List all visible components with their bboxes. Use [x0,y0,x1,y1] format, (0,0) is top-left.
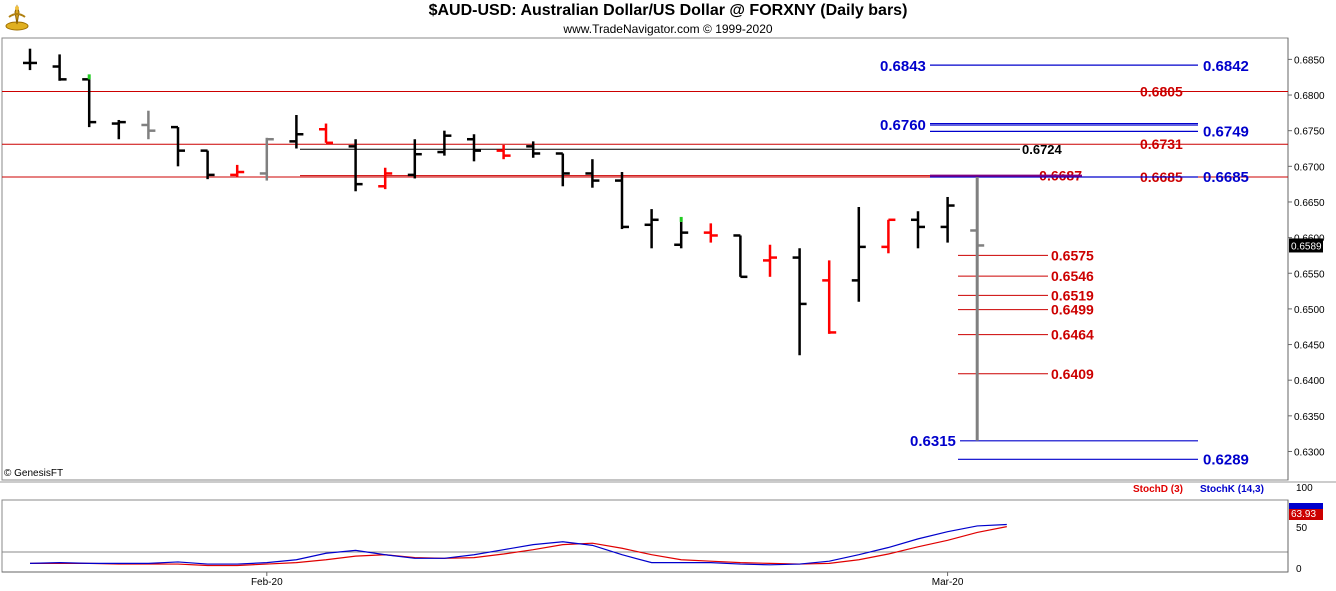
level-label: 0.6731 [1140,136,1183,152]
price-tick-label: 0.6300 [1294,447,1325,458]
last-price-label: 0.6589 [1291,241,1322,252]
level-label: 0.6724 [1022,142,1063,157]
price-tick-label: 0.6750 [1294,127,1325,138]
level-label: 0.6575 [1051,247,1094,263]
level-label: 0.6289 [1203,451,1249,468]
level-label: 0.6805 [1140,83,1183,99]
price-tick-label: 0.6350 [1294,412,1325,423]
stoch-last-value: 63.93 [1291,509,1316,520]
last-price-badge [1289,238,1323,253]
price-tick-label: 0.6400 [1294,376,1325,387]
price-tick-label: 0.6850 [1294,55,1325,66]
level-label: 0.6519 [1051,287,1094,303]
legend-stoch-d: StochD (3) [1133,484,1183,495]
price-tick-label: 0.6800 [1294,91,1325,102]
stoch-k-line [29,523,1007,566]
stoch-panel [1,499,1289,573]
level-label: 0.6409 [1051,366,1094,382]
legend-stoch-k: StochK (14,3) [1200,484,1264,495]
chart-subtitle: www.TradeNavigator.com © 1999-2020 [563,22,773,36]
price-tick-label: 0.6500 [1294,305,1325,316]
level-label: 0.6499 [1051,302,1094,318]
price-tick-label: 0.6650 [1294,198,1325,209]
level-label: 0.6315 [910,433,956,450]
level-label: 0.6464 [1051,327,1094,343]
stoch-tick-label: 50 [1296,523,1308,534]
level-label: 0.6760 [880,117,926,134]
level-label: 0.6546 [1051,268,1094,284]
price-tick-label: 0.6450 [1294,341,1325,352]
stoch-tick-label: 100 [1296,483,1313,494]
level-label: 0.6749 [1203,123,1249,140]
price-panel [1,37,1289,481]
level-label: 0.6842 [1203,58,1249,75]
level-label: 0.6685 [1203,169,1249,186]
x-tick-label: Feb-20 [251,577,283,588]
level-label: 0.6843 [880,58,926,75]
price-tick-label: 0.6550 [1294,269,1325,280]
genesis-logo-icon [5,4,29,31]
x-tick-label: Mar-20 [932,577,964,588]
stoch-d-line [30,526,1007,567]
stoch-value-badge-top [1289,503,1323,509]
price-tick-label: 0.6700 [1294,162,1325,173]
chart-title: $AUD-USD: Australian Dollar/US Dollar @ … [428,2,908,19]
stoch-tick-label: 0 [1296,564,1302,575]
copyright-watermark: © GenesisFT [4,468,64,479]
